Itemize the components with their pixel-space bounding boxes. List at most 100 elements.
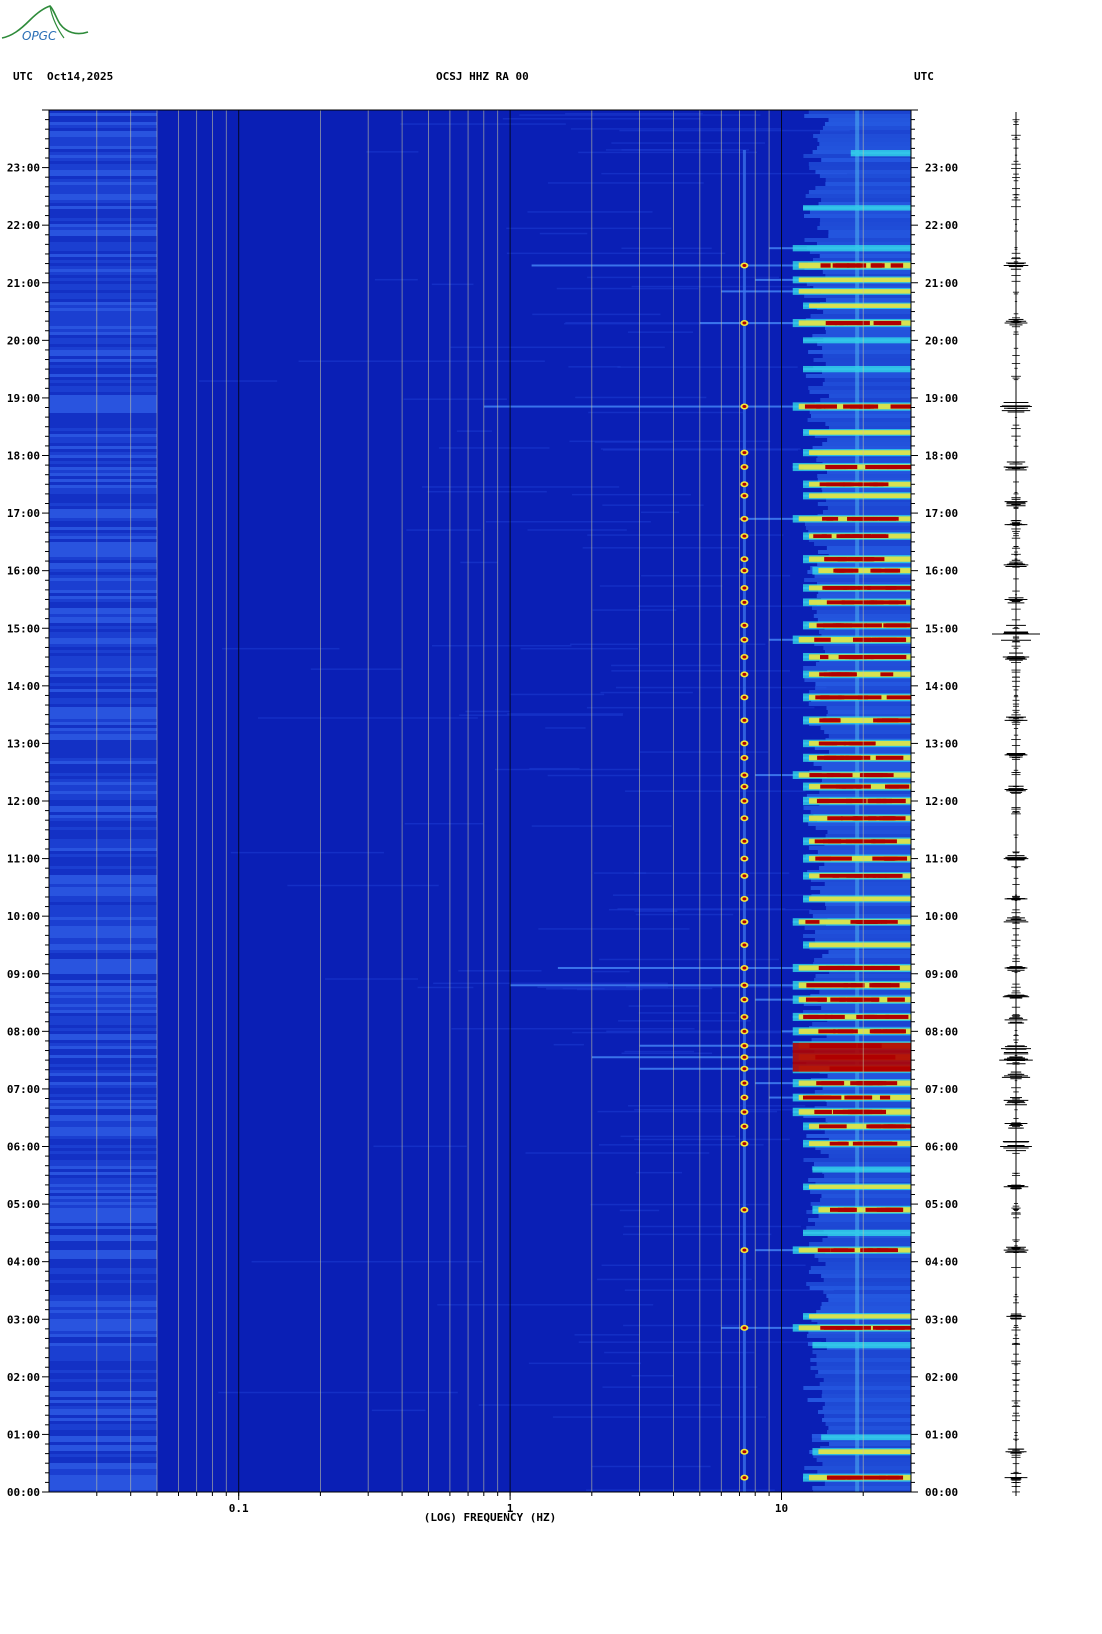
low-frequency-band xyxy=(49,473,158,476)
high-frequency-noise xyxy=(828,426,911,430)
low-frequency-band xyxy=(49,1160,158,1163)
low-frequency-band xyxy=(49,797,158,800)
event-core-yellow xyxy=(798,1014,911,1020)
low-frequency-band xyxy=(49,392,158,395)
high-frequency-noise xyxy=(813,1162,911,1166)
noise-streak xyxy=(621,247,712,250)
low-frequency-band xyxy=(49,278,158,281)
low-frequency-band xyxy=(49,746,158,749)
high-frequency-noise xyxy=(825,178,911,182)
event-core-red xyxy=(852,1141,879,1146)
event-core-red xyxy=(854,816,882,821)
high-frequency-noise xyxy=(820,1150,911,1154)
low-frequency-band xyxy=(49,1406,158,1409)
low-frequency-band xyxy=(49,440,158,443)
high-frequency-noise xyxy=(812,258,911,262)
low-frequency-band xyxy=(49,521,158,524)
noise-streak xyxy=(520,647,639,650)
event-core-red xyxy=(828,798,853,804)
noise-streak xyxy=(621,149,677,151)
event-core-red xyxy=(827,816,843,821)
low-frequency-band xyxy=(49,947,158,950)
low-frequency-band xyxy=(49,1328,158,1331)
low-frequency-band xyxy=(49,143,158,146)
event-core-red xyxy=(883,623,911,628)
low-frequency-band xyxy=(49,1013,158,1016)
noise-streak xyxy=(608,908,812,911)
noise-streak xyxy=(417,986,474,989)
low-frequency-band xyxy=(49,785,158,788)
noise-streak xyxy=(528,1362,642,1365)
y-tick-label-right: 14:00 xyxy=(925,680,958,693)
high-frequency-noise xyxy=(812,1350,911,1354)
high-frequency-noise xyxy=(813,1454,911,1458)
high-frequency-noise xyxy=(821,1006,911,1010)
low-frequency-band xyxy=(49,137,158,140)
noise-streak xyxy=(421,486,620,488)
event-core-red xyxy=(890,263,904,268)
event-core-red xyxy=(816,404,826,409)
event-core-cyan xyxy=(802,1229,911,1237)
low-frequency-band xyxy=(49,1388,158,1391)
noise-streak xyxy=(574,1334,640,1336)
noise-streak xyxy=(611,142,766,144)
low-frequency-band xyxy=(49,749,158,752)
y-tick-label-right: 11:00 xyxy=(925,853,958,866)
event-hotspot-7hz-core xyxy=(742,1450,747,1454)
noise-streak xyxy=(298,360,545,362)
event-core-red xyxy=(825,965,851,971)
high-frequency-noise xyxy=(821,766,911,770)
noise-streak xyxy=(623,1324,743,1327)
high-frequency-noise xyxy=(810,1358,911,1362)
noise-streak xyxy=(617,366,798,368)
y-tick-label-right: 01:00 xyxy=(925,1428,958,1441)
event-core-red xyxy=(820,784,847,789)
event-hotspot-7hz-core xyxy=(742,465,747,469)
high-frequency-noise xyxy=(819,130,911,134)
event-hotspot-7hz-core xyxy=(742,482,747,486)
low-frequency-band xyxy=(49,773,158,776)
low-frequency-band xyxy=(49,878,158,881)
low-frequency-band xyxy=(49,1199,158,1202)
high-frequency-noise xyxy=(828,230,911,234)
event-hotspot-7hz-core xyxy=(742,557,747,561)
low-frequency-band xyxy=(49,125,158,128)
y-tick-label-right: 00:00 xyxy=(925,1486,958,1499)
y-tick-label-left: 23:00 xyxy=(7,162,40,175)
y-tick-label-right: 07:00 xyxy=(925,1083,958,1096)
y-tick-label-left: 01:00 xyxy=(7,1428,40,1441)
noise-streak xyxy=(371,1409,426,1412)
event-core-red xyxy=(818,1029,836,1034)
high-frequency-noise xyxy=(814,542,911,546)
low-frequency-band xyxy=(49,1478,158,1481)
noise-streak xyxy=(601,172,848,175)
low-frequency-band xyxy=(49,779,158,782)
noise-streak xyxy=(591,1465,711,1468)
high-frequency-noise xyxy=(824,882,911,886)
event-core-red xyxy=(814,1109,832,1115)
low-frequency-band xyxy=(49,1475,158,1478)
high-frequency-noise xyxy=(816,1458,911,1462)
high-frequency-noise xyxy=(819,990,911,994)
event-hotspot-7hz-core xyxy=(742,1081,747,1085)
event-core-red xyxy=(832,623,844,628)
low-frequency-band xyxy=(49,1136,158,1139)
low-frequency-band xyxy=(49,494,158,497)
low-frequency-band xyxy=(49,374,158,377)
low-frequency-band xyxy=(49,254,158,257)
low-frequency-band xyxy=(49,818,158,821)
low-frequency-band xyxy=(49,896,158,899)
y-tick-label-left: 02:00 xyxy=(7,1371,40,1384)
event-hotspot-7hz-core xyxy=(742,623,747,627)
event-hotspot-7hz-core xyxy=(742,816,747,820)
high-frequency-noise xyxy=(819,142,911,146)
event-core-red xyxy=(843,741,865,746)
low-frequency-band xyxy=(49,164,158,167)
noise-streak xyxy=(602,1386,758,1388)
event-core-yellow xyxy=(808,942,911,948)
low-frequency-band xyxy=(49,341,158,344)
noise-streak xyxy=(599,958,780,961)
event-hotspot-7hz-core xyxy=(742,773,747,777)
high-frequency-noise xyxy=(826,1102,911,1106)
low-frequency-band xyxy=(49,632,158,635)
